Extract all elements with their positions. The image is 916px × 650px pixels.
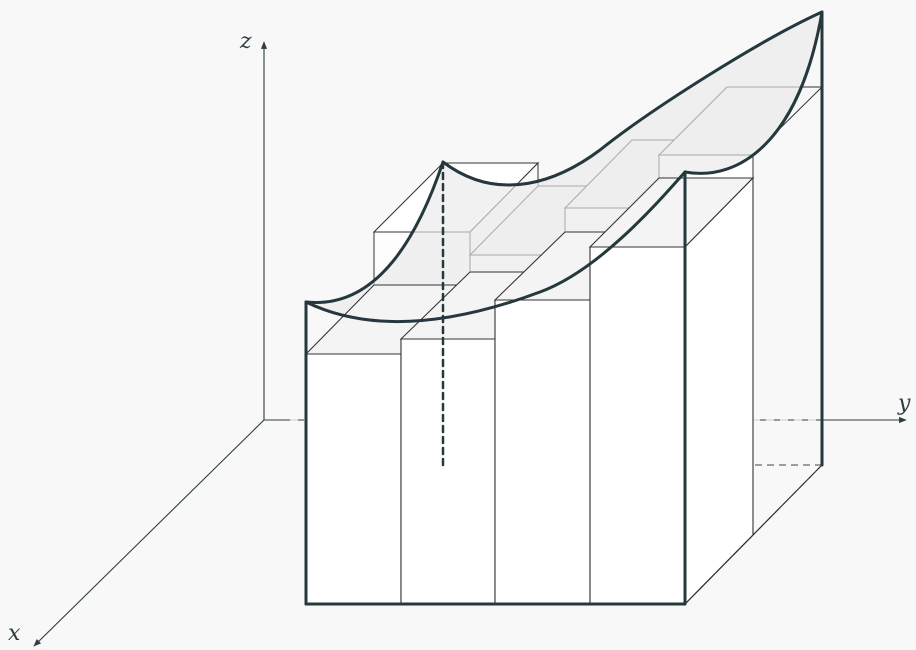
solid-outline [304, 10, 824, 606]
surface-patch [306, 12, 822, 322]
right-side-face [684, 176, 754, 606]
front-box-1 [305, 353, 402, 605]
surface-right-curve [683, 10, 824, 175]
front-box-3 [494, 299, 591, 605]
y-axis-label: y [897, 391, 911, 416]
surface-left-curve [304, 160, 445, 304]
surface-front-curve [304, 170, 687, 324]
x-axis [33, 419, 265, 647]
front-box-2 [400, 338, 496, 605]
front-box-4 [589, 246, 686, 605]
z-axis-label: z [239, 29, 252, 54]
surface-back-curve [441, 10, 824, 187]
x-axis-label: x [8, 621, 21, 646]
